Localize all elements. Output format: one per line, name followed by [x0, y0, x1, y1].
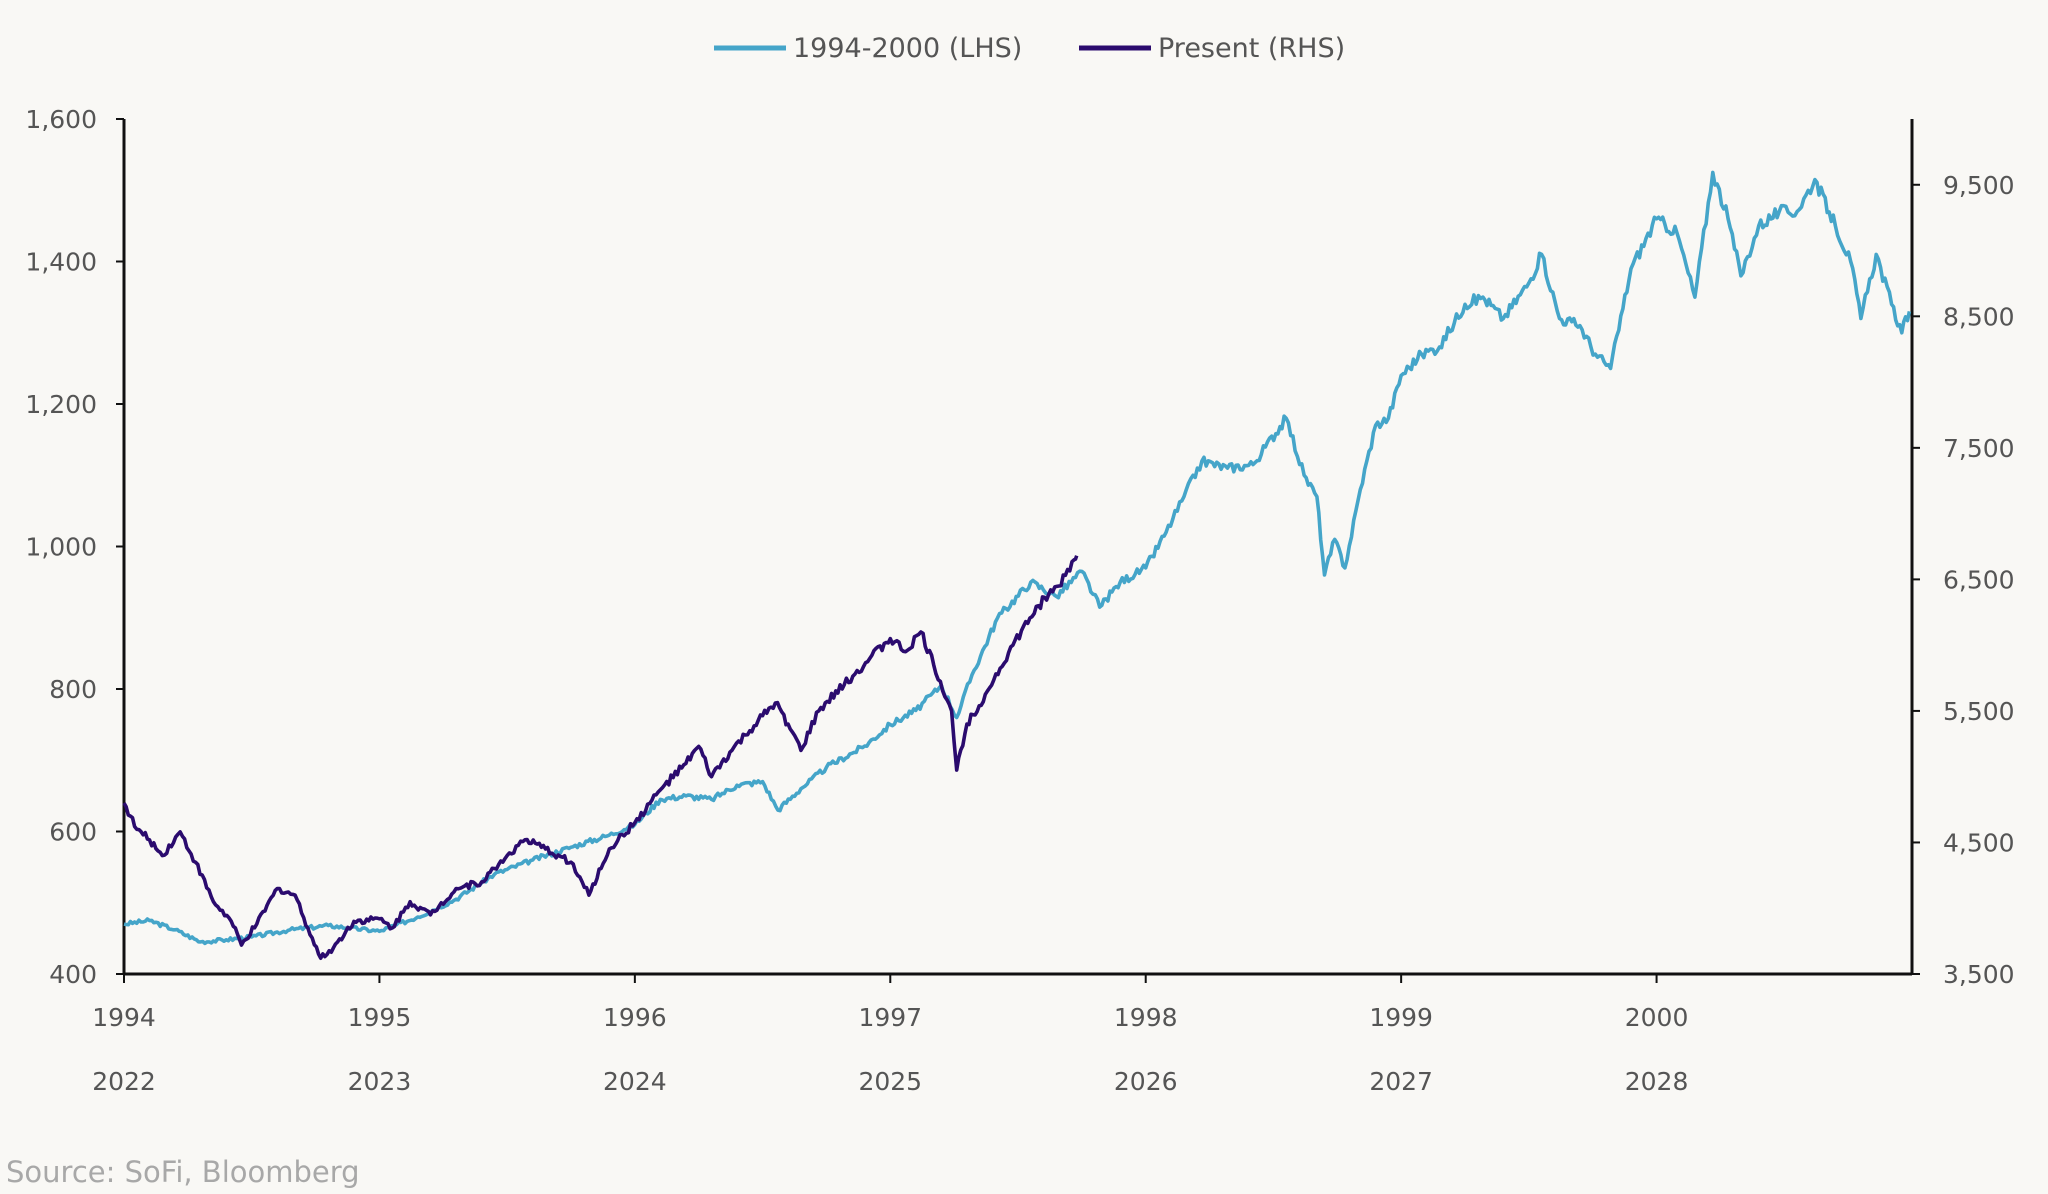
x-tick-label-top: 1997	[858, 1003, 922, 1032]
x-tick-label-top: 1998	[1114, 1003, 1178, 1032]
x-tick-label-bottom: 2023	[348, 1067, 412, 1096]
right-tick-label: 5,500	[1943, 697, 2015, 726]
series-line-1994-2000	[123, 170, 1912, 946]
legend: 1994-2000 (LHS) Present (RHS)	[714, 33, 1345, 64]
left-tick-label: 800	[49, 675, 97, 704]
x-tick-label-top: 1994	[92, 1003, 156, 1032]
x-tick-label-bottom: 2026	[1114, 1067, 1178, 1096]
right-tick-label: 7,500	[1943, 434, 2015, 463]
right-tick-label: 8,500	[1943, 302, 2015, 331]
x-tick-label-top: 1999	[1369, 1003, 1433, 1032]
left-tick-label: 600	[49, 818, 97, 847]
x-tick-label-bottom: 2022	[92, 1067, 156, 1096]
x-tick-label-bottom: 2024	[603, 1067, 667, 1096]
left-tick-label: 1,000	[25, 533, 97, 562]
x-tick-label-top: 2000	[1625, 1003, 1689, 1032]
left-tick-label: 1,200	[25, 390, 97, 419]
series-group	[122, 170, 1912, 961]
right-tick-label: 3,500	[1943, 960, 2015, 989]
left-tick-label: 1,400	[25, 248, 97, 277]
right-tick-label: 9,500	[1943, 171, 2015, 200]
axes: 400 600 800 1,000 1,200 1,400 1,600 3,500 4,500 5…	[25, 105, 2014, 1096]
x-tick-label-bottom: 2028	[1625, 1067, 1689, 1096]
legend-label-1994-2000: 1994-2000 (LHS)	[793, 33, 1022, 64]
x-tick-label-top: 1996	[603, 1003, 667, 1032]
right-tick-label: 6,500	[1943, 565, 2015, 594]
right-tick-label: 4,500	[1943, 828, 2015, 857]
series-line-present	[122, 555, 1079, 961]
left-tick-label: 1,600	[25, 105, 97, 134]
left-tick-label: 400	[49, 960, 97, 989]
source-note: Source: SoFi, Bloomberg	[6, 1155, 360, 1189]
x-tick-label-top: 1995	[348, 1003, 412, 1032]
legend-label-present: Present (RHS)	[1158, 33, 1345, 64]
x-tick-label-bottom: 2025	[858, 1067, 922, 1096]
x-tick-label-bottom: 2027	[1369, 1067, 1433, 1096]
